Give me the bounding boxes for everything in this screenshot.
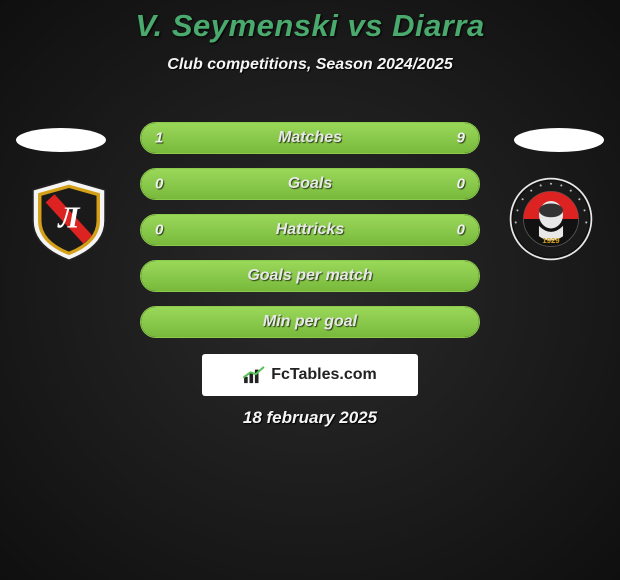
bar-value-right: 0 [457, 222, 465, 239]
comparison-subtitle: Club competitions, Season 2024/2025 [0, 56, 620, 74]
bar-value-left: 0 [155, 176, 163, 193]
comparison-date: 18 february 2025 [0, 408, 620, 428]
bar-label: Min per goal [141, 313, 479, 331]
flag-right-placeholder [514, 128, 604, 152]
stat-bar-row: Min per goal [140, 306, 480, 338]
bar-label: Matches [141, 129, 479, 147]
bar-label: Goals [141, 175, 479, 193]
comparison-title: V. Seymenski vs Diarra [0, 0, 620, 44]
bar-label: Goals per match [141, 267, 479, 285]
bar-value-right: 0 [457, 176, 465, 193]
stat-bars: Matches19Goals00Hattricks00Goals per mat… [140, 122, 480, 352]
watermark: FcTables.com [202, 354, 418, 396]
club-badge-right: 1929 [508, 176, 594, 262]
flag-left-placeholder [16, 128, 106, 152]
stat-bar-row: Hattricks0 0 [140, 214, 480, 246]
bar-value-left: 1 [155, 130, 163, 147]
stat-bar-row: Goals per match [140, 260, 480, 292]
svg-text:1929: 1929 [542, 236, 560, 245]
bar-value-left: 0 [155, 222, 163, 239]
stat-bar-row: Matches1 9 [140, 122, 480, 154]
bar-value-right: 9 [457, 130, 465, 147]
watermark-text: FcTables.com [271, 366, 377, 384]
bar-label: Hattricks [141, 221, 479, 239]
stat-bar-row: Goals0 0 [140, 168, 480, 200]
club-badge-left: Л [26, 176, 112, 262]
chart-icon [243, 366, 265, 384]
svg-text:Л: Л [56, 200, 81, 235]
